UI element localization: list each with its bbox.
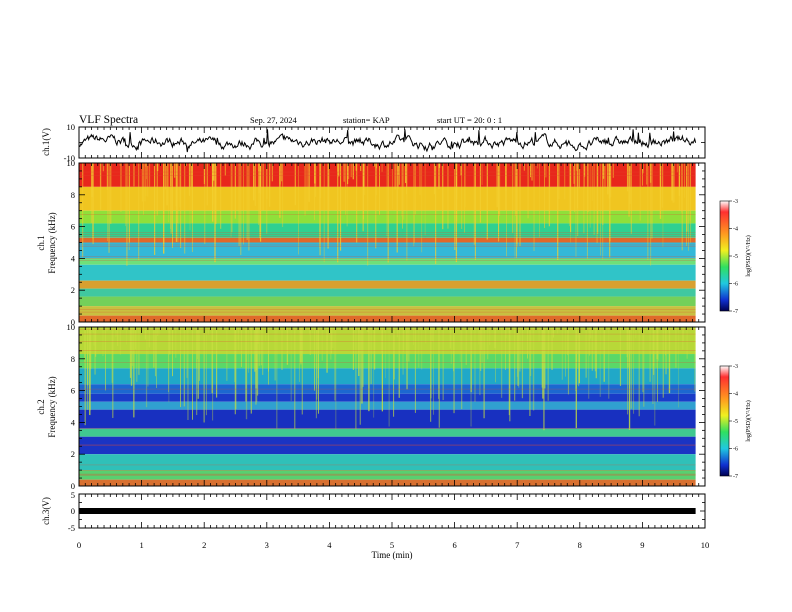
spectrogram-band — [79, 288, 696, 297]
freq-tick-label: 10 — [67, 158, 76, 168]
figure-title: VLF Spectra — [79, 114, 138, 126]
ch1-waveform-ylabel: ch.1(V) — [41, 128, 51, 156]
time-tick-label: 8 — [578, 540, 582, 550]
ch3-ytick-label-mid: 0 — [71, 506, 75, 516]
spectrogram-band — [79, 264, 696, 281]
freq-tick-label: 6 — [71, 222, 75, 232]
colorbar-tick-label: -3 — [733, 199, 738, 205]
time-tick-label: 7 — [515, 540, 519, 550]
spectrogram-band — [79, 258, 696, 265]
spectrogram-band — [79, 393, 696, 402]
spectrogram-band — [79, 327, 696, 355]
spectrogram-band — [79, 401, 696, 410]
ch2-colorbar: -3 -4 -5 -6 -7 log(PSD)(V²/Hz) — [719, 364, 752, 480]
time-axis-title: Time (min) — [372, 550, 413, 560]
spectrogram-band — [79, 163, 696, 187]
spectrogram-band — [79, 223, 696, 238]
spectrogram-band — [79, 186, 696, 211]
spectrogram-band — [79, 315, 696, 322]
freq-tick-label: 10 — [67, 322, 76, 332]
spectrogram-band — [79, 280, 696, 289]
freq-tick-label: 8 — [71, 190, 75, 200]
colorbar-tick-label: -6 — [733, 282, 738, 288]
spectrogram-band — [79, 296, 696, 307]
time-tick-label: 4 — [327, 540, 332, 550]
ch1-spectrogram-ylabel-frequency: Frequency (kHz) — [47, 212, 57, 273]
ch3-waveform-panel: 5 0 -5 ch.3(V) — [41, 490, 706, 533]
time-tick-label: 1 — [139, 540, 143, 550]
freq-tick-label: 8 — [71, 354, 75, 364]
spectrogram-band — [79, 306, 696, 316]
time-tick-label: 9 — [640, 540, 644, 550]
ch2-spectrogram-panel: 0 2 4 6 8 10 ch.2 Frequency (kHz) — [36, 322, 706, 491]
colorbar-label: log(PSD)(V²/Hz) — [745, 400, 752, 441]
ch1-waveform-panel: 10 -10 ch.1(V) — [41, 122, 706, 163]
colorbar-gradient — [719, 365, 730, 477]
colorbar-tick-label: -5 — [733, 254, 738, 260]
colorbar-tick-label: -3 — [733, 364, 738, 370]
freq-tick-label: 0 — [71, 481, 75, 491]
ch3-ytick-label-top: 5 — [71, 490, 75, 500]
time-axis: 0 1 2 3 4 5 6 7 8 9 10 — [77, 540, 709, 550]
ch1-ytick-label-bottom: -10 — [64, 153, 75, 163]
time-tick-label: 6 — [452, 540, 456, 550]
time-tick-label: 5 — [390, 540, 394, 550]
ch3-ytick-label-bottom: -5 — [68, 523, 75, 533]
ch1-waveform-trace — [78, 129, 697, 153]
ch1-ytick-label-top: 10 — [67, 122, 76, 132]
station-label: station= KAP — [343, 115, 390, 125]
spectrogram-band — [79, 454, 696, 471]
time-tick-label: 3 — [265, 540, 269, 550]
ch2-spectrogram-ylabel-channel: ch.2 — [36, 399, 46, 414]
freq-tick-label: 2 — [71, 449, 75, 459]
colorbar-tick-label: -4 — [733, 227, 738, 233]
ch1-spectrogram-ylabel-channel: ch.1 — [36, 235, 46, 250]
time-tick-label: 2 — [202, 540, 206, 550]
colorbar-tick-label: -7 — [733, 309, 738, 315]
freq-tick-label: 4 — [71, 417, 76, 427]
freq-tick-label: 0 — [71, 317, 75, 327]
colorbar-gradient — [719, 200, 730, 312]
ch1-spectrogram-panel: 0 2 4 6 8 10 ch.1 Frequency (kHz) — [36, 158, 706, 327]
spectrogram-band — [79, 368, 696, 385]
time-tick-label: 10 — [701, 540, 710, 550]
spectrogram-band — [79, 409, 696, 429]
colorbar-label: log(PSD)(V²/Hz) — [745, 235, 752, 276]
colorbar-tick-label: -7 — [733, 474, 738, 480]
ch3-waveform-ylabel: ch.3(V) — [41, 497, 51, 525]
colorbar-tick-label: -5 — [733, 419, 738, 425]
spectrogram-band — [79, 237, 696, 243]
spectrogram-band — [79, 470, 696, 480]
time-tick-label: 0 — [77, 540, 81, 550]
spectrogram-band — [79, 210, 696, 224]
freq-tick-label: 6 — [71, 386, 75, 396]
freq-tick-label: 4 — [71, 253, 76, 263]
freq-tick-label: 2 — [71, 285, 75, 295]
colorbar-tick-label: -6 — [733, 447, 738, 453]
ch2-spectrogram-ylabel-frequency: Frequency (kHz) — [47, 376, 57, 437]
start-ut-label: start UT = 20: 0 : 1 — [437, 115, 502, 125]
spectrogram-band — [79, 354, 696, 369]
colorbar-tick-label: -4 — [733, 392, 738, 398]
spectrogram-band — [79, 428, 696, 437]
ch3-waveform-trace — [79, 508, 696, 514]
date-label: Sep. 27, 2024 — [250, 115, 298, 125]
ch1-colorbar: -3 -4 -5 -6 -7 log(PSD)(V²/Hz) — [719, 199, 752, 315]
spectrogram-band — [79, 479, 696, 486]
